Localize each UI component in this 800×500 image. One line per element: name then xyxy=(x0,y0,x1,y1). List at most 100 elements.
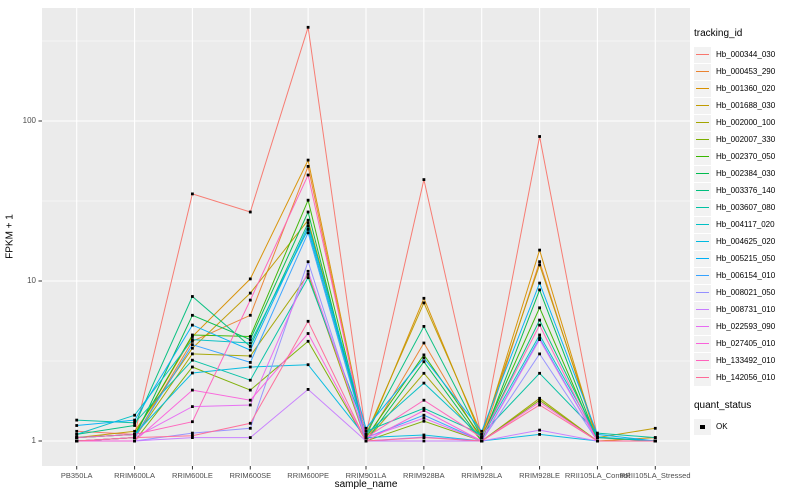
legend-line-icon xyxy=(696,342,709,344)
legend-item-Hb_027405_010: Hb_027405_010 xyxy=(694,335,800,352)
data-point xyxy=(538,263,541,267)
legend-line-icon xyxy=(696,274,709,276)
data-point xyxy=(422,406,426,410)
data-point xyxy=(248,378,252,382)
y-tick-label: 10 xyxy=(27,276,36,285)
data-point xyxy=(248,277,252,281)
legend-key-swatch xyxy=(694,418,711,435)
x-axis-title: sample_name xyxy=(334,479,398,490)
data-point xyxy=(306,25,310,29)
legend-item-Hb_003607_080: Hb_003607_080 xyxy=(694,199,800,216)
x-tick-label: RRIM928LE xyxy=(519,471,560,480)
legend-key-swatch xyxy=(694,63,711,80)
legend-item-label: Hb_008731_010 xyxy=(716,305,776,314)
x-tick-label: RRIM928BA xyxy=(403,471,445,480)
legend-line-icon xyxy=(696,257,709,259)
data-point xyxy=(422,419,426,423)
data-point xyxy=(538,352,541,356)
data-point xyxy=(133,418,136,422)
legend-item-Hb_001688_030: Hb_001688_030 xyxy=(694,97,800,114)
legend-line-icon xyxy=(696,206,709,208)
legend-item-Hb_142056_010: Hb_142056_010 xyxy=(694,369,800,386)
legend-item-label: Hb_027405_010 xyxy=(716,339,776,348)
legend-key-swatch xyxy=(694,216,711,233)
legend-line-icon xyxy=(696,87,709,89)
legend-line-icon xyxy=(696,240,709,242)
data-point xyxy=(306,332,310,335)
data-point xyxy=(306,228,310,231)
data-point xyxy=(306,363,310,367)
black-square-point-icon xyxy=(700,424,705,429)
legend-item-label: Hb_008021_050 xyxy=(716,288,776,297)
data-point xyxy=(538,288,541,292)
data-point xyxy=(306,210,310,214)
data-point xyxy=(364,429,368,433)
legend-key-swatch xyxy=(694,352,711,369)
legend-line-icon xyxy=(696,138,709,140)
data-point xyxy=(191,323,194,327)
data-point xyxy=(248,210,252,214)
data-point xyxy=(191,358,194,362)
legend-key-swatch xyxy=(694,284,711,301)
data-point xyxy=(133,424,136,427)
legend-item-label: Hb_022593_090 xyxy=(716,322,776,331)
data-point xyxy=(191,352,194,356)
data-point xyxy=(306,269,310,273)
data-point xyxy=(422,353,426,357)
data-point xyxy=(538,323,541,327)
legend-entries-tracking: Hb_000344_030 Hb_000453_290 Hb_001360_020 H… xyxy=(694,46,800,386)
data-point xyxy=(191,431,194,435)
data-point xyxy=(538,433,541,436)
data-point xyxy=(133,413,136,417)
legend-key-swatch xyxy=(694,301,711,318)
data-point xyxy=(480,436,484,439)
legend-item-Hb_005215_050: Hb_005215_050 xyxy=(694,250,800,267)
data-point xyxy=(75,418,79,422)
legend-line-icon xyxy=(696,223,709,225)
legend-item-label: Hb_005215_050 xyxy=(716,254,776,263)
x-tick-label: RRIM901LA xyxy=(345,471,387,480)
x-tick-label: RRIM600LE xyxy=(171,471,213,480)
data-point xyxy=(248,348,252,352)
x-tick-label: RRIM600LA xyxy=(114,471,155,480)
data-point xyxy=(191,335,194,338)
data-point xyxy=(422,398,426,402)
legend-item-label: Hb_142056_010 xyxy=(716,373,776,382)
legend-item-label: Hb_006154_010 xyxy=(716,271,776,280)
legend-item-label: Hb_001360_020 xyxy=(716,84,776,93)
data-point xyxy=(538,281,541,285)
legend-item-Hb_008021_050: Hb_008021_050 xyxy=(694,284,800,301)
legend-key-swatch xyxy=(694,46,711,63)
data-point xyxy=(364,433,368,436)
data-point xyxy=(75,436,79,439)
data-point xyxy=(306,231,310,235)
data-point xyxy=(364,426,368,430)
data-point xyxy=(422,436,426,439)
legend-line-icon xyxy=(696,155,709,157)
data-point xyxy=(191,420,194,424)
legend-item-Hb_003376_140: Hb_003376_140 xyxy=(694,182,800,199)
data-point xyxy=(306,319,310,323)
legend-item-Hb_004117_020: Hb_004117_020 xyxy=(694,216,800,233)
data-point xyxy=(306,260,310,264)
data-point xyxy=(248,354,252,358)
x-tick-label: RRII105LA_Stressed xyxy=(620,471,691,480)
data-point xyxy=(596,439,599,443)
data-point xyxy=(364,439,368,443)
legend-item-Hb_133492_010: Hb_133492_010 xyxy=(694,352,800,369)
data-point xyxy=(248,426,252,430)
data-point xyxy=(191,346,194,350)
legend-item-quant-ok: OK xyxy=(694,418,800,435)
legend-item-label: Hb_002384_030 xyxy=(716,169,776,178)
legend-key-swatch xyxy=(694,267,711,284)
legend-item-Hb_002370_050: Hb_002370_050 xyxy=(694,148,800,165)
data-point xyxy=(248,341,252,345)
y-axis-title: FPKM + 1 xyxy=(4,214,16,259)
y-tick-label: 1 xyxy=(31,436,36,445)
data-point xyxy=(306,224,310,228)
data-point xyxy=(248,365,252,369)
data-point xyxy=(75,424,79,427)
x-tick-label: RRII105LA_Control xyxy=(564,471,630,480)
data-point xyxy=(75,429,79,433)
